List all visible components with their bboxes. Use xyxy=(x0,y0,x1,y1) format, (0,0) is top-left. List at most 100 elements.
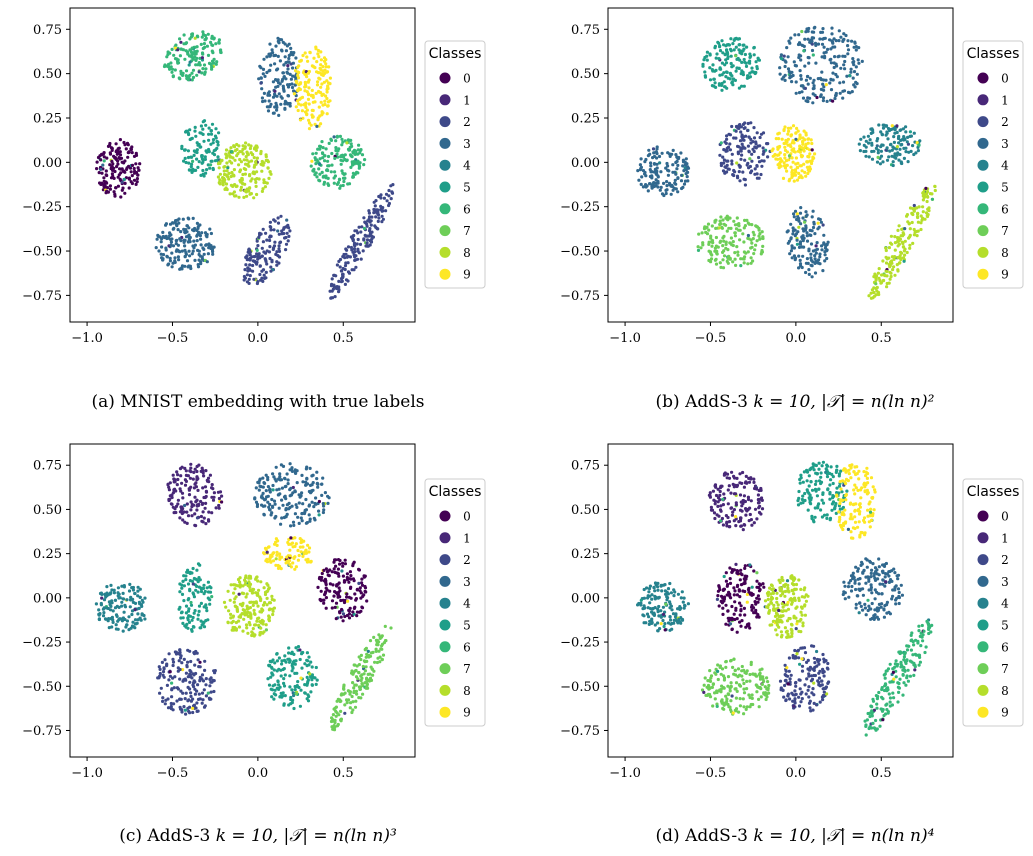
scatter-point xyxy=(245,158,249,162)
scatter-point xyxy=(806,37,810,41)
scatter-point xyxy=(274,44,278,48)
scatter-point xyxy=(731,243,735,248)
scatter-point xyxy=(305,465,309,469)
scatter-point xyxy=(336,181,340,185)
scatter-point xyxy=(750,152,754,156)
scatter-point xyxy=(777,137,781,141)
scatter-point xyxy=(95,160,99,164)
scatter-point xyxy=(356,231,360,235)
scatter-point xyxy=(751,230,755,234)
scatter-point xyxy=(245,150,249,154)
scatter-point xyxy=(200,255,204,259)
legend-marker xyxy=(439,510,451,522)
scatter-point xyxy=(659,622,663,626)
scatter-point xyxy=(321,502,325,506)
scatter-point xyxy=(197,160,201,164)
scatter-point xyxy=(902,259,906,263)
scatter-point xyxy=(650,175,654,179)
scatter-point xyxy=(100,596,104,600)
scatter-point xyxy=(219,159,223,163)
scatter-point xyxy=(192,652,197,656)
scatter-point xyxy=(818,252,822,256)
scatter-point xyxy=(276,221,281,225)
scatter-point xyxy=(343,256,347,260)
scatter-point xyxy=(906,135,910,139)
scatter-point xyxy=(298,657,302,662)
scatter-point xyxy=(263,99,267,103)
scatter-point xyxy=(365,241,369,245)
scatter-point xyxy=(274,479,278,483)
scatter-point xyxy=(184,578,188,582)
scatter-point xyxy=(209,586,213,590)
scatter-point xyxy=(779,53,784,57)
scatter-point xyxy=(718,240,722,244)
scatter-point xyxy=(109,146,114,150)
scatter-point xyxy=(362,593,366,597)
scatter-point xyxy=(328,76,332,80)
scatter-point xyxy=(349,701,353,705)
scatter-point xyxy=(222,600,227,605)
scatter-point xyxy=(379,207,383,212)
scatter-point xyxy=(274,557,278,561)
scatter-point xyxy=(209,690,213,694)
scatter-point xyxy=(784,159,789,163)
scatter-point xyxy=(681,164,685,168)
scatter-point xyxy=(656,610,660,614)
scatter-point xyxy=(175,218,179,222)
scatter-point xyxy=(297,501,301,505)
scatter-point xyxy=(896,228,900,232)
scatter-point xyxy=(310,94,314,98)
scatter-point xyxy=(642,596,647,600)
scatter-point xyxy=(198,223,202,227)
scatter-point xyxy=(875,289,879,293)
scatter-point xyxy=(294,56,298,60)
scatter-point xyxy=(332,176,336,180)
scatter-point xyxy=(771,154,775,158)
legend-marker xyxy=(977,159,989,171)
scatter-point xyxy=(728,148,733,152)
scatter-point xyxy=(294,76,298,80)
scatter-point xyxy=(725,170,729,174)
scatter-point xyxy=(326,168,330,173)
scatter-point xyxy=(287,651,291,655)
scatter-point xyxy=(318,77,322,81)
legend-label: 0 xyxy=(1001,72,1009,86)
scatter-point xyxy=(176,502,180,506)
scatter-point xyxy=(173,68,177,72)
scatter-point xyxy=(180,491,185,495)
scatter-point xyxy=(888,264,892,268)
scatter-point xyxy=(355,692,359,696)
scatter-point xyxy=(305,477,309,481)
scatter-point xyxy=(803,170,807,174)
scatter-point xyxy=(738,228,742,232)
scatter-point xyxy=(817,258,821,262)
scatter-point xyxy=(239,185,243,189)
scatter-point xyxy=(294,69,298,73)
scatter-point xyxy=(848,74,852,78)
scatter-point xyxy=(813,41,818,46)
y-tick-label: 0.00 xyxy=(33,156,62,171)
y-tick-label: −0.75 xyxy=(560,289,600,304)
scatter-point xyxy=(719,265,723,269)
scatter-point xyxy=(735,57,739,62)
scatter-point xyxy=(818,262,822,266)
scatter-point xyxy=(902,249,907,253)
scatter-point xyxy=(269,269,273,273)
scatter-point xyxy=(121,616,125,620)
scatter-point xyxy=(659,609,663,613)
scatter-point xyxy=(173,259,177,263)
scatter-point xyxy=(933,188,937,193)
scatter-point xyxy=(187,168,192,172)
scatter-point xyxy=(354,265,358,269)
scatter-point xyxy=(676,163,680,167)
scatter-point xyxy=(296,548,300,553)
scatter-point xyxy=(666,168,670,172)
scatter-point xyxy=(116,586,120,590)
scatter-point xyxy=(725,86,729,90)
scatter-point xyxy=(286,64,290,68)
legend-label: 2 xyxy=(463,553,471,567)
scatter-point xyxy=(202,688,206,692)
scatter-point xyxy=(683,179,688,183)
scatter-point xyxy=(276,81,281,85)
scatter-point xyxy=(263,74,267,78)
